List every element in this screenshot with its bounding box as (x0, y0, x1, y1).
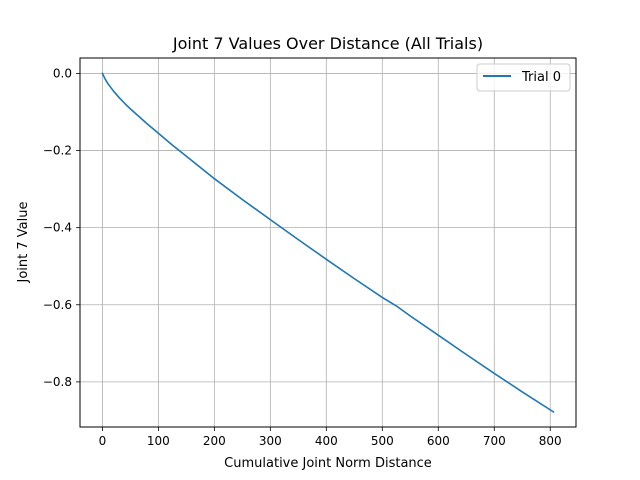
x-axis-label: Cumulative Joint Norm Distance (224, 456, 432, 471)
x-tick-label: 800 (539, 434, 562, 448)
x-tick-label: 600 (427, 434, 450, 448)
chart-title: Joint 7 Values Over Distance (All Trials… (172, 34, 483, 53)
series-line-trial-0 (101, 72, 555, 413)
y-tick-label: −0.4 (43, 221, 72, 235)
plot-frame (79, 57, 577, 428)
x-tick-label: 400 (315, 434, 338, 448)
y-tick-label: −0.6 (43, 298, 72, 312)
x-tick-label: 500 (371, 434, 394, 448)
x-tick-label: 100 (147, 434, 170, 448)
legend-box (476, 63, 571, 92)
y-axis-label: Joint 7 Value (16, 202, 31, 284)
y-tick-label: −0.2 (43, 144, 72, 158)
x-tick-label: 300 (259, 434, 282, 448)
x-tick-label: 700 (483, 434, 506, 448)
y-axis: 0.0 −0.2 −0.4 −0.6 −0.8 (43, 66, 80, 389)
series-layer (101, 72, 555, 413)
x-tick-label: 200 (203, 434, 226, 448)
y-tick-label: −0.8 (43, 375, 72, 389)
legend: Trial 0 (476, 63, 571, 92)
x-axis: 0 100 200 300 400 500 600 700 800 (99, 427, 562, 448)
y-tick-label: 0.0 (53, 66, 72, 80)
legend-label: Trial 0 (521, 70, 561, 85)
x-tick-label: 0 (99, 434, 107, 448)
